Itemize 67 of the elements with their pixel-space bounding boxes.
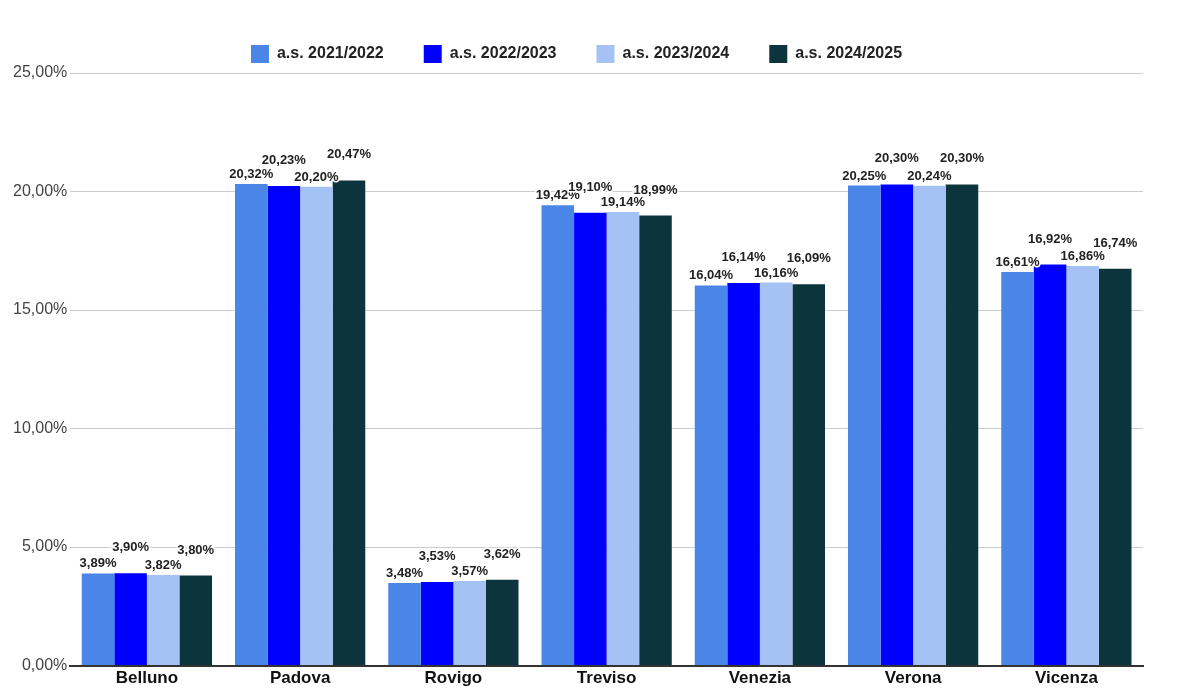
data-label: 3,90% (112, 539, 150, 555)
y-tick-label: 10,00% (13, 418, 68, 436)
data-label: 3,57% (451, 563, 489, 579)
y-tick-label: 20,00% (13, 181, 68, 199)
bar (639, 215, 672, 666)
legend-label: a.s. 2022/2023 (449, 44, 557, 62)
bar (81, 573, 115, 666)
bar (574, 212, 607, 666)
data-label: 3,80% (177, 541, 215, 557)
data-label: 16,74% (1093, 234, 1138, 250)
bar (848, 185, 881, 666)
data-label: 16,04% (688, 267, 734, 283)
data-label: 3,82% (144, 557, 183, 573)
x-tick-label: Venezia (728, 668, 792, 688)
data-label: 16,86% (1060, 248, 1106, 264)
data-label: 3,89% (79, 555, 117, 571)
x-tick-label: Treviso (576, 668, 637, 688)
x-tick-label: Vicenza (1034, 668, 1099, 688)
data-label: 20,30% (874, 150, 920, 166)
data-label: 3,62% (483, 545, 522, 561)
bar (541, 205, 575, 666)
data-label: 3,48% (386, 565, 424, 581)
data-label: 20,24% (907, 167, 952, 183)
bar (913, 185, 946, 666)
data-label: 20,25% (842, 167, 887, 183)
legend-label: a.s. 2021/2022 (276, 44, 384, 62)
legend-label: a.s. 2023/2024 (622, 44, 730, 62)
bar (235, 183, 268, 666)
bar (485, 579, 519, 666)
y-tick-label: 25,00% (13, 63, 68, 81)
bar (388, 583, 421, 666)
bar (179, 575, 213, 666)
data-label: 20,47% (326, 146, 372, 162)
bar (759, 282, 793, 666)
y-tick-label: 5,00% (21, 537, 68, 555)
data-label: 20,32% (229, 166, 274, 182)
data-label: 20,30% (939, 150, 985, 166)
bar (694, 285, 728, 666)
x-tick-label: Padova (269, 668, 331, 688)
bar (727, 283, 760, 666)
data-label: 16,92% (1028, 230, 1073, 246)
x-tick-label: Verona (884, 668, 943, 688)
bar (606, 211, 640, 666)
y-tick-label: 15,00% (13, 300, 68, 318)
bar (1001, 271, 1034, 666)
bar (114, 573, 147, 666)
data-label: 16,61% (995, 253, 1041, 269)
legend-label: a.s. 2024/2025 (795, 44, 903, 62)
bar (792, 284, 826, 666)
data-label: 16,16% (754, 264, 799, 280)
bar (880, 184, 914, 666)
bar (146, 575, 180, 666)
bar (1066, 265, 1099, 666)
bar (1098, 268, 1132, 666)
bar (945, 184, 979, 666)
y-tick-label: 0,00% (21, 656, 68, 674)
bar (453, 580, 486, 666)
data-label: 20,23% (261, 152, 307, 168)
data-label: 20,20% (294, 168, 339, 184)
x-tick-label: Belluno (115, 668, 179, 688)
bar (267, 186, 301, 666)
x-tick-label: Rovigo (424, 668, 483, 688)
data-label: 16,14% (721, 249, 767, 265)
bar (300, 186, 333, 666)
data-label: 3,53% (418, 548, 456, 563)
bar (420, 581, 454, 666)
data-label: 16,09% (786, 250, 832, 266)
